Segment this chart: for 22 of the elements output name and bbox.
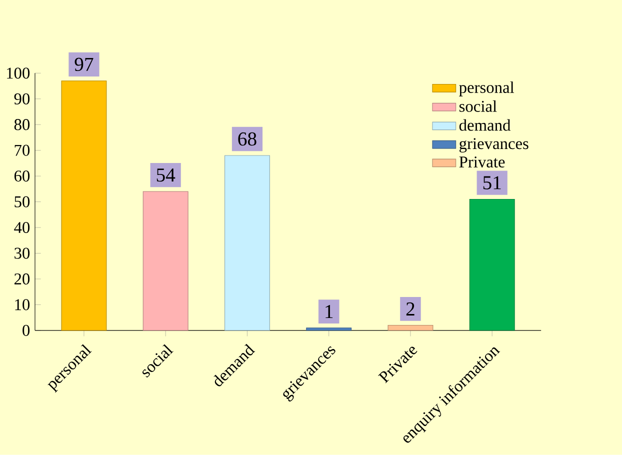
y-tick-label: 100 bbox=[7, 68, 30, 79]
legend-label: social bbox=[459, 100, 497, 112]
y-tick-label: 50 bbox=[14, 196, 30, 208]
y-tick-label: 30 bbox=[14, 248, 30, 259]
data-label: 2 bbox=[406, 302, 414, 316]
y-tick-label: 20 bbox=[14, 274, 30, 285]
data-label: 97 bbox=[74, 58, 94, 72]
data-label: 54 bbox=[156, 168, 176, 182]
legend-label: personal bbox=[459, 82, 514, 96]
legend-label: Private bbox=[459, 156, 505, 168]
y-tick-label: 60 bbox=[14, 170, 30, 182]
y-tick-label: 10 bbox=[15, 299, 30, 310]
legend-label: demand bbox=[459, 119, 511, 131]
data-label: 51 bbox=[483, 176, 501, 190]
legend-label: grievances bbox=[460, 138, 528, 153]
data-label: 1 bbox=[326, 305, 333, 318]
y-tick-label: 70 bbox=[14, 144, 30, 156]
data-label: 68 bbox=[238, 132, 256, 146]
y-tick-label: 0 bbox=[22, 324, 30, 336]
y-tick-label: 90 bbox=[14, 93, 30, 104]
y-tick-label: 80 bbox=[14, 119, 30, 130]
y-tick-label: 40 bbox=[14, 222, 30, 234]
